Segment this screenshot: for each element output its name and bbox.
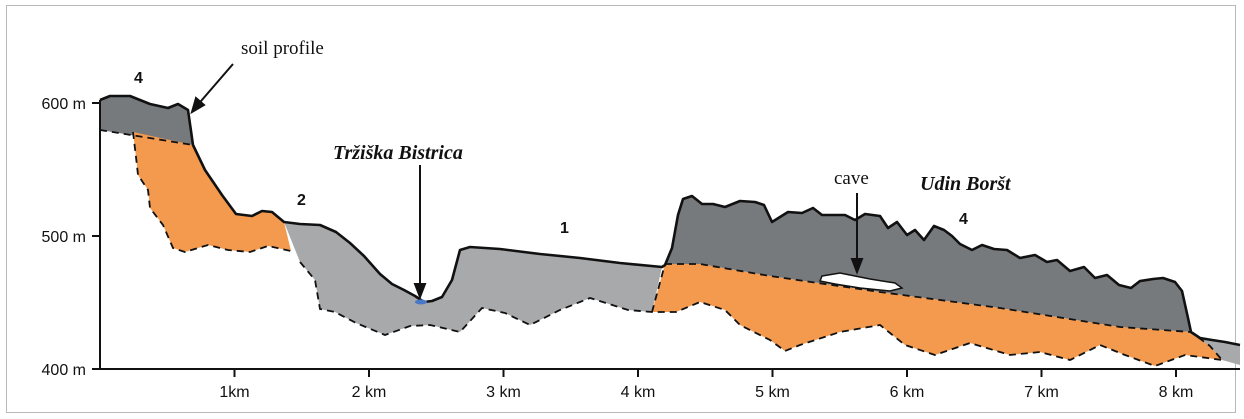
x-tick-label: 7 km [1024, 384, 1059, 401]
ridge-label: Udin Boršt [920, 173, 1012, 195]
orange-area-left [133, 132, 291, 252]
x-tick-label: 5 km [755, 384, 790, 401]
x-axis-ticks: 1km 2 km 3 km 4 km 5 km 6 km 7 km 8 km [219, 369, 1193, 401]
figure-frame [6, 5, 1236, 413]
soil-profile-label: soil profile [241, 38, 324, 59]
soil-profile-arrow [194, 63, 234, 109]
unit-boundaries [99, 129, 1223, 367]
soil-profile-arrowhead [190, 96, 206, 115]
x-tick-label: 8 km [1159, 384, 1194, 401]
unit-4-right-area [665, 196, 1191, 332]
cave-void [818, 272, 904, 292]
y-tick-label: 500 m [42, 229, 86, 246]
annotation-arrows [190, 63, 864, 300]
unit-1-label: 1 [560, 220, 569, 237]
x-tick-label: 3 km [486, 384, 521, 401]
unit-4-left-label: 4 [134, 70, 143, 87]
terrain-surface-line [99, 94, 1241, 347]
x-tick-label: 6 km [890, 384, 925, 401]
axes [99, 100, 1240, 370]
river-water [415, 299, 427, 305]
cave-label: cave [834, 168, 869, 189]
river-label: Tržiška Bistrica [333, 142, 463, 164]
x-tick-label: 1km [219, 384, 249, 401]
y-axis-ticks: 600 m 500 m 400 m [42, 96, 100, 379]
y-tick-label: 600 m [42, 96, 86, 113]
cave-arrowhead [850, 258, 864, 275]
unit-2-label: 2 [297, 192, 306, 209]
x-tick-label: 2 km [352, 384, 387, 401]
river-arrowhead [413, 283, 427, 300]
y-tick-label: 400 m [42, 362, 86, 379]
unit-4-right-label: 4 [959, 211, 968, 228]
x-tick-label: 4 km [621, 384, 656, 401]
orange-area-right [652, 264, 1222, 366]
